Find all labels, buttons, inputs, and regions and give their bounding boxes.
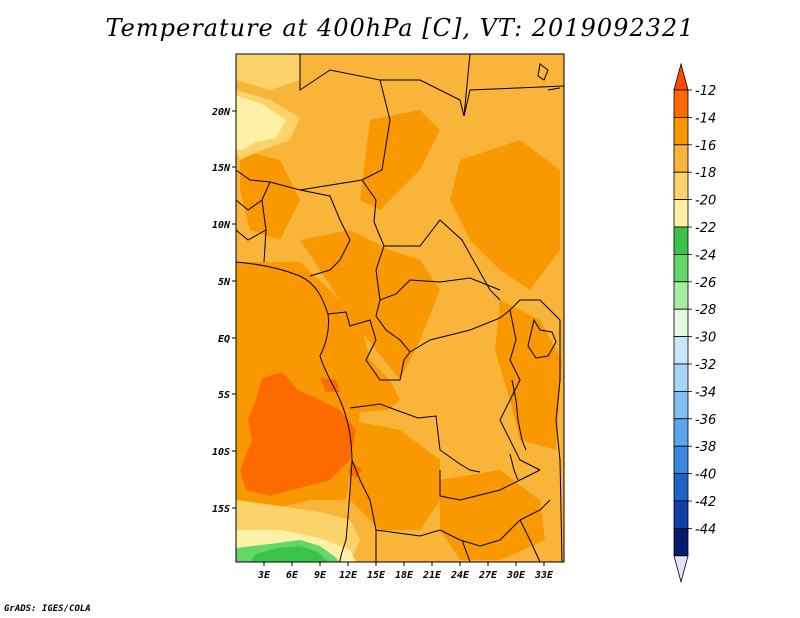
colorbar-label: -16: [695, 139, 716, 154]
lat-label: 15N: [212, 163, 231, 174]
colorbar-label: -42: [695, 495, 716, 510]
lat-label: EQ: [218, 334, 230, 345]
colorbar-swatch: [673, 418, 689, 447]
lon-label: 3E: [257, 570, 271, 581]
map-panel: [235, 53, 565, 563]
colorbar-label: -18: [695, 166, 716, 181]
lon-label: 21E: [422, 570, 442, 581]
latitude-ticks: [232, 110, 236, 509]
lon-label: 6E: [286, 570, 299, 581]
colorbar-label: -32: [695, 358, 716, 373]
colorbar-swatch: [673, 199, 689, 228]
colorbar-swatch: [673, 117, 689, 146]
colorbar-swatch: [673, 89, 689, 118]
colorbar-label: -30: [695, 331, 716, 346]
lat-label: 20N: [211, 107, 231, 118]
temperature-fill-minus24: [250, 546, 328, 562]
colorbar-swatch: [673, 500, 689, 529]
colorbar-swatch: [673, 363, 689, 392]
lat-label: 5N: [218, 277, 231, 288]
latitude-labels: 20N 15N 10N 5N EQ 5S 10S 15S: [211, 107, 231, 515]
colorbar-label: -24: [695, 248, 716, 263]
colorbar-swatch: [673, 281, 689, 310]
grads-credit: GrADS: IGES/COLA: [4, 604, 91, 614]
temperature-fill-minus14: [236, 110, 562, 560]
lon-label: 9E: [314, 570, 327, 581]
colorbar-label: -12: [695, 84, 716, 99]
lon-label: 18E: [395, 570, 414, 581]
longitude-ticks: [263, 562, 545, 566]
colorbar-label: -36: [695, 413, 716, 428]
lon-label: 24E: [450, 570, 470, 581]
colorbar-upper-arrow: [673, 62, 689, 91]
colorbar-swatch: [673, 171, 689, 200]
colorbar-label: -34: [695, 385, 716, 400]
colorbar-swatch: [673, 144, 689, 173]
colorbar-swatch: [673, 308, 689, 338]
map-title: Temperature at 400hPa [C], VT: 201909232…: [105, 14, 695, 42]
lon-label: 15E: [367, 570, 386, 581]
lat-label: 5S: [218, 390, 230, 401]
colorbar-label: -22: [695, 221, 716, 236]
lon-label: 33E: [534, 570, 554, 581]
colorbar-swatch: [673, 253, 689, 283]
colorbar-swatch: [673, 528, 689, 557]
colorbar-label: -28: [695, 303, 716, 318]
colorbar-label: -20: [695, 194, 716, 209]
colorbar-label: -44: [695, 522, 716, 537]
colorbar-lower-arrow: [673, 555, 689, 584]
lat-label: 10N: [212, 220, 231, 231]
longitude-labels: 3E 6E 9E 12E 15E 18E 21E 24E 27E 30E 33E: [257, 570, 554, 581]
colorbar-swatch: [673, 336, 689, 365]
lon-label: 12E: [339, 570, 358, 581]
colorbar-swatch: [673, 473, 689, 502]
lon-label: 30E: [506, 570, 526, 581]
map-frame: [235, 53, 565, 563]
colorbar-label: -14: [695, 111, 716, 126]
colorbar-swatch: [673, 445, 689, 475]
lat-label: 15S: [212, 504, 230, 515]
lat-label: 10S: [212, 447, 230, 458]
colorbar: -12 -14 -16 -18 -20 -22 -24 -26 -28 -30 -32 -34 -36 -…: [673, 62, 716, 584]
lon-label: 27E: [478, 570, 498, 581]
colorbar-swatch: [673, 390, 689, 420]
country-borders: [235, 53, 565, 563]
colorbar-swatch: [673, 226, 689, 255]
colorbar-label: -38: [695, 440, 716, 455]
colorbar-label: -26: [695, 276, 716, 291]
colorbar-label: -40: [695, 468, 716, 483]
